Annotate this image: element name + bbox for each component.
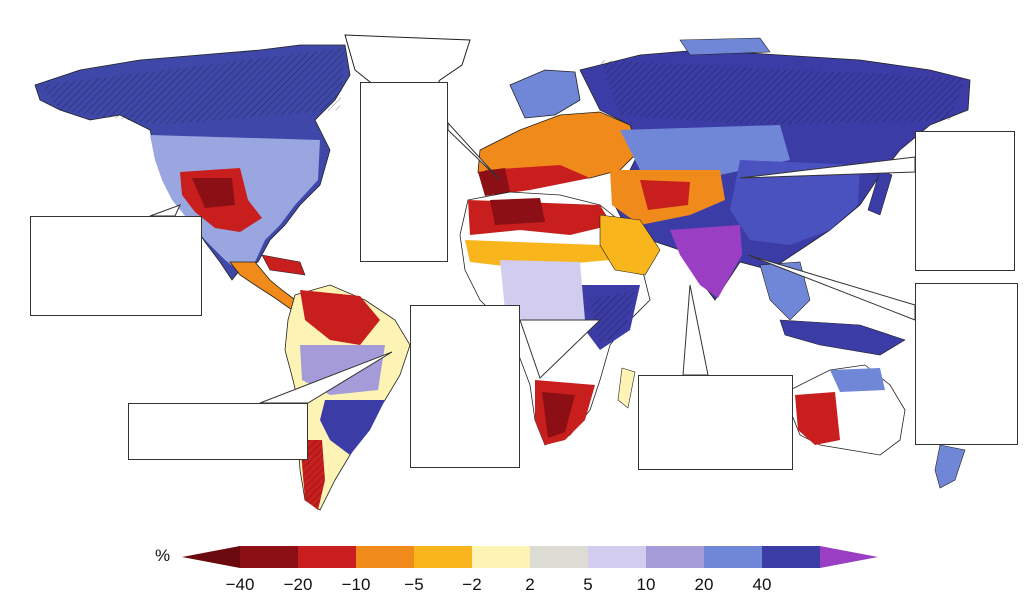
legend-swatch <box>356 546 414 568</box>
arctic-islands <box>679 37 771 56</box>
legend-swatch <box>414 546 472 568</box>
legend-unit: % <box>155 546 170 565</box>
legend-tick-label: −2 <box>462 575 481 594</box>
na-southwest-core <box>192 178 235 208</box>
iberia <box>478 168 510 196</box>
europe-south-dry <box>485 165 590 195</box>
southeast-asia <box>759 261 811 321</box>
legend-tick-label: 5 <box>583 575 592 594</box>
legend-swatch <box>472 546 530 568</box>
legend-tick-label: −40 <box>226 575 255 594</box>
indonesia <box>779 319 906 356</box>
caribbean <box>261 254 306 276</box>
sa-north-dry <box>300 290 380 345</box>
legend-tick-label: −5 <box>404 575 423 594</box>
india <box>670 225 742 298</box>
africa-north-core <box>490 198 545 225</box>
callout-europe-mediterranean <box>360 82 448 262</box>
callout-central-africa <box>410 305 520 468</box>
callout-north-america <box>30 216 202 316</box>
siberia-hatch <box>600 60 965 125</box>
scandinavia <box>509 69 581 119</box>
legend-tick-label: 40 <box>753 575 772 594</box>
new-zealand <box>934 444 966 489</box>
middle-east-core <box>640 180 690 210</box>
callout-east-asia <box>915 131 1015 271</box>
na-north-hatch <box>40 48 345 125</box>
legend-ticks: −40 −20 −10 −5 −2 2 5 10 20 40 <box>226 575 772 594</box>
legend-tick-label: 10 <box>637 575 656 594</box>
australia-north-wet <box>830 368 885 392</box>
madagascar <box>617 367 636 409</box>
callout-south-america <box>128 403 308 460</box>
callout-leaders <box>149 121 916 404</box>
legend-swatch <box>530 546 588 568</box>
legend-swatch <box>240 546 298 568</box>
legend-swatch <box>588 546 646 568</box>
legend-swatch <box>298 546 356 568</box>
australia-west-dry <box>795 392 840 445</box>
legend-tick-label: −10 <box>342 575 371 594</box>
africa-central <box>500 260 585 330</box>
legend-low-end <box>182 546 240 568</box>
sa-south-wet <box>320 400 385 455</box>
legend-high-end <box>820 546 878 568</box>
legend-swatch <box>646 546 704 568</box>
legend-tick-label: 20 <box>695 575 714 594</box>
callout-southeast-asia <box>915 283 1018 445</box>
arabia <box>599 214 661 276</box>
callout-east-africa-south-asia <box>638 375 793 470</box>
africa-east-hatch <box>590 290 635 345</box>
legend-tick-label: −20 <box>284 575 313 594</box>
china <box>730 160 860 245</box>
africa-south-core <box>542 392 575 438</box>
legend-bar <box>182 546 878 568</box>
legend-swatch <box>704 546 762 568</box>
legend-swatch <box>762 546 820 568</box>
color-legend: % −40 −20 −10 −5 −2 2 5 10 20 40 <box>155 546 878 594</box>
legend-tick-label: 2 <box>525 575 534 594</box>
